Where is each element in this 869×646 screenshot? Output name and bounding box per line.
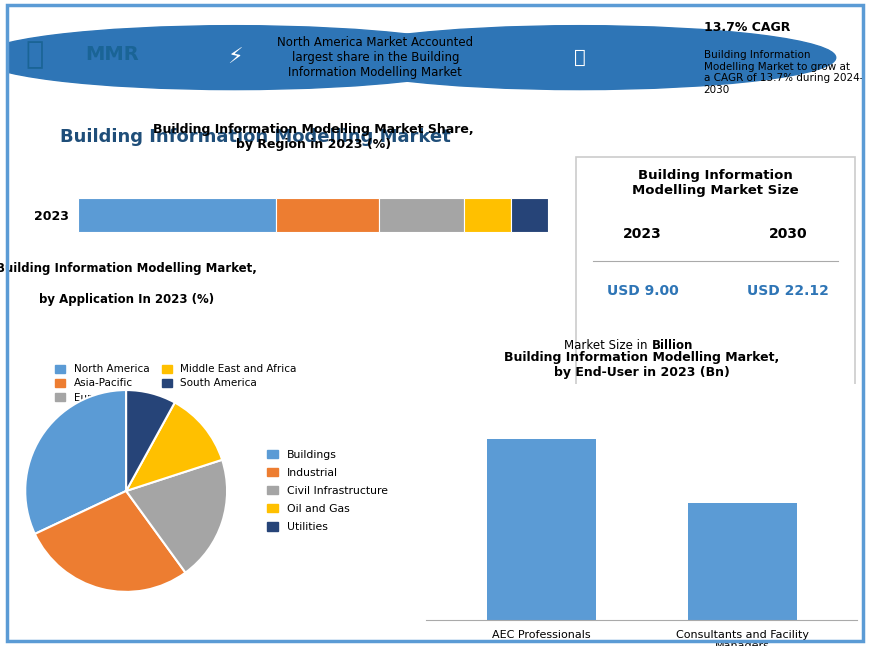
Text: 2030: 2030 bbox=[768, 227, 806, 241]
Text: Building Information Modelling Market: Building Information Modelling Market bbox=[60, 129, 450, 147]
Text: North America Market Accounted
largest share in the Building
Information Modelli: North America Market Accounted largest s… bbox=[277, 36, 473, 79]
Text: Building Information Modelling Market,: Building Information Modelling Market, bbox=[0, 262, 256, 275]
Text: 13.7% CAGR: 13.7% CAGR bbox=[703, 21, 789, 34]
Text: USD 22.12: USD 22.12 bbox=[746, 284, 828, 298]
Bar bbox=[510, 198, 547, 231]
Wedge shape bbox=[25, 390, 126, 534]
Title: Building Information Modelling Market,
by End-User in 2023 (Bn): Building Information Modelling Market, b… bbox=[503, 351, 779, 379]
Text: ⚡: ⚡ bbox=[227, 48, 242, 68]
Text: 🌐: 🌐 bbox=[26, 40, 44, 69]
Circle shape bbox=[0, 26, 490, 90]
Text: Building Information
Modelling Market to grow at
a CAGR of 13.7% during 2024-
20: Building Information Modelling Market to… bbox=[703, 50, 862, 95]
Legend: North America, Asia-Pacific, Europe, Middle East and Africa, South America: North America, Asia-Pacific, Europe, Mid… bbox=[50, 360, 301, 407]
Text: by Application In 2023 (%): by Application In 2023 (%) bbox=[38, 293, 214, 306]
Wedge shape bbox=[126, 460, 227, 572]
Text: Building Information
Modelling Market Size: Building Information Modelling Market Si… bbox=[632, 169, 798, 197]
Text: 🔥: 🔥 bbox=[574, 48, 585, 67]
Bar bbox=[687, 503, 796, 620]
FancyBboxPatch shape bbox=[575, 157, 854, 395]
Circle shape bbox=[324, 26, 835, 90]
Text: Market Size in: Market Size in bbox=[564, 339, 651, 352]
Bar bbox=[275, 198, 379, 231]
Legend: Buildings, Industrial, Civil Infrastructure, Oil and Gas, Utilities: Buildings, Industrial, Civil Infrastruct… bbox=[262, 445, 391, 537]
Text: MMR: MMR bbox=[85, 45, 139, 64]
Wedge shape bbox=[35, 491, 185, 592]
Wedge shape bbox=[126, 390, 175, 491]
Bar bbox=[463, 198, 510, 231]
Wedge shape bbox=[126, 402, 222, 491]
Bar bbox=[486, 439, 595, 620]
Text: Billion: Billion bbox=[651, 339, 692, 352]
Bar bbox=[379, 198, 463, 231]
Bar bbox=[78, 198, 275, 231]
Text: 2023: 2023 bbox=[622, 227, 661, 241]
Title: Building Information Modelling Market Share,
by Region in 2023 (%): Building Information Modelling Market Sh… bbox=[153, 123, 473, 151]
Text: USD 9.00: USD 9.00 bbox=[607, 284, 678, 298]
